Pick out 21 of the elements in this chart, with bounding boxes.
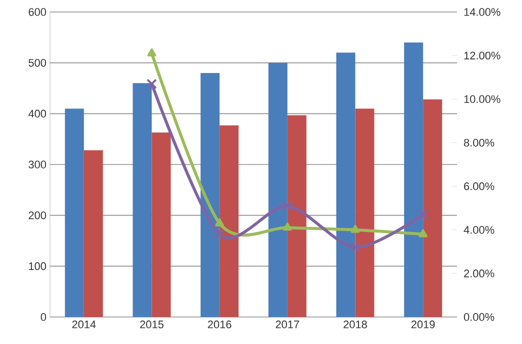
y2-tick-label: 10.00% (464, 95, 500, 104)
y2-tick-label: 4.00% (464, 226, 494, 234)
y2-tick-label: 14.00% (464, 8, 500, 16)
y2-tick-label: 6.00% (464, 182, 494, 190)
x-tick-label: 2019 (411, 320, 435, 328)
y-tick-label: 0 (40, 313, 46, 321)
y-tick-label: 500 (28, 58, 46, 67)
y-tick-label: 400 (28, 110, 46, 118)
y2-tick-label: 0.00% (464, 313, 494, 321)
x-tick-label: 2017 (276, 320, 300, 328)
x-tick-label: 2014 (72, 320, 96, 328)
x-tick-label: 2016 (208, 320, 232, 328)
y-tick-label: 200 (28, 211, 46, 220)
y-tick-label: 100 (29, 262, 46, 270)
x-tick-label: 2015 (140, 320, 164, 328)
y2-tick-label: 2.00% (464, 270, 494, 278)
y2-tick-label: 12.00% (464, 52, 500, 60)
x-tick-label: 2018 (344, 320, 367, 328)
y2-tick-label: 8.00% (464, 138, 494, 147)
y-tick-label: 600 (28, 8, 46, 16)
y-tick-label: 300 (28, 160, 46, 168)
